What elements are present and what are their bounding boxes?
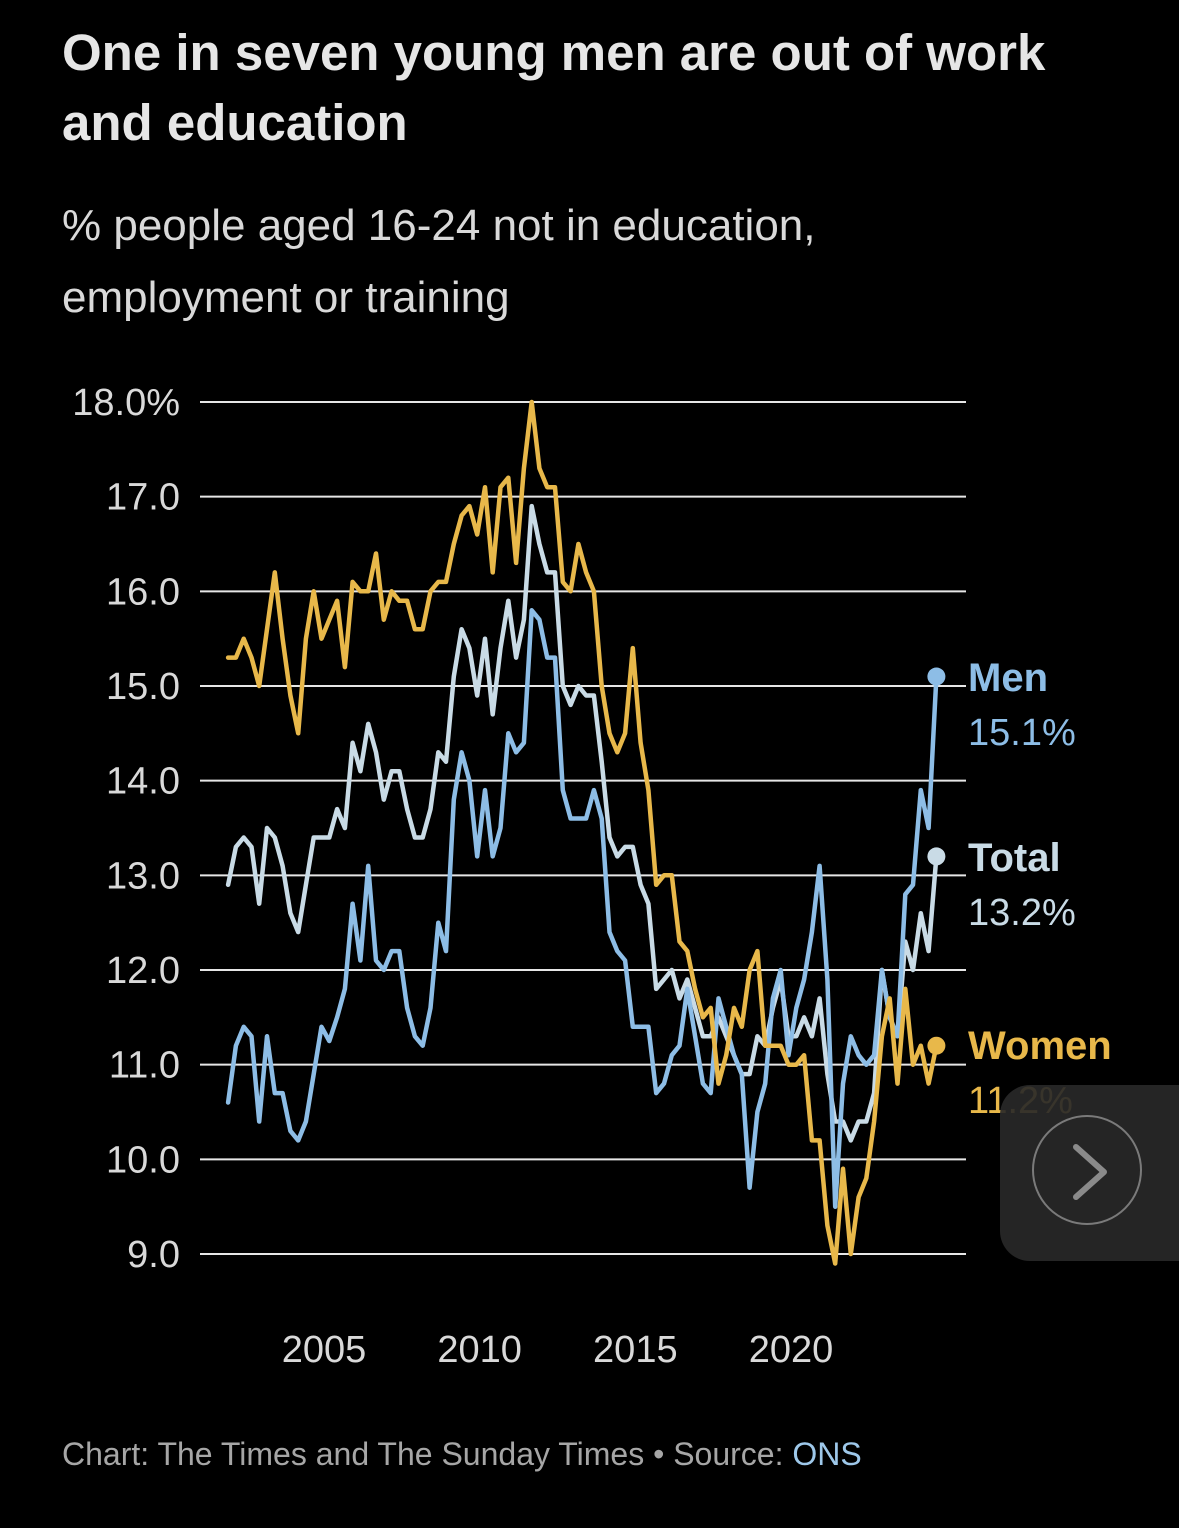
source-link[interactable]: ONS: [792, 1436, 862, 1472]
y-tick-label: 13.0: [106, 855, 180, 897]
y-tick-label: 17.0: [106, 477, 180, 519]
line-chart: 18.0% 17.0 16.0 15.0 14.0 13.0 12.0 11.0 10.0 9.0…: [72, 382, 1112, 1371]
grid-lines: [200, 401, 966, 1255]
end-label-value-total: 13.2%: [968, 892, 1076, 934]
end-point-women: [927, 1036, 946, 1055]
chevron-right-icon: [1073, 1144, 1107, 1200]
series-lines: [225, 399, 946, 1266]
end-label-value-men: 15.1%: [968, 712, 1076, 754]
y-tick-label: 18.0%: [72, 382, 180, 424]
chart-subtitle: % people aged 16-24 not in education, em…: [62, 201, 816, 322]
chart-footer: Chart: The Times and The Sunday Times • …: [62, 1436, 862, 1473]
chart-title: One in seven young men are out of work a…: [62, 24, 1046, 151]
y-tick-label: 16.0: [106, 571, 180, 613]
x-axis-ticks: 2005 2010 2015 2020: [282, 1329, 834, 1371]
footer-credit: Chart: The Times and The Sunday Times: [62, 1436, 645, 1472]
y-axis-ticks: 18.0% 17.0 16.0 15.0 14.0 13.0 12.0 11.0 10.0 9.0: [72, 382, 180, 1276]
end-label-name-total: Total: [968, 836, 1061, 880]
end-point-total: [927, 847, 946, 866]
y-tick-label: 11.0: [109, 1045, 180, 1087]
footer-source-label: Source:: [673, 1436, 793, 1472]
y-tick-label: 15.0: [106, 666, 180, 708]
footer-separator: •: [644, 1436, 674, 1472]
y-tick-label: 12.0: [106, 950, 180, 992]
x-tick-label: 2015: [593, 1329, 678, 1371]
series-line-total: [225, 503, 939, 1143]
series-line-women: [225, 399, 939, 1266]
end-label-name-women: Women: [968, 1024, 1112, 1068]
y-tick-label: 14.0: [106, 761, 180, 803]
x-tick-label: 2005: [282, 1329, 367, 1371]
y-tick-label: 10.0: [106, 1139, 180, 1181]
next-button-ring: [1032, 1115, 1142, 1225]
end-point-men: [927, 667, 946, 686]
end-label-name-men: Men: [968, 656, 1048, 700]
x-tick-label: 2010: [437, 1329, 522, 1371]
y-tick-label: 9.0: [127, 1234, 180, 1276]
x-tick-label: 2020: [749, 1329, 834, 1371]
next-button[interactable]: [1000, 1085, 1179, 1261]
series-line-men: [225, 608, 939, 1209]
